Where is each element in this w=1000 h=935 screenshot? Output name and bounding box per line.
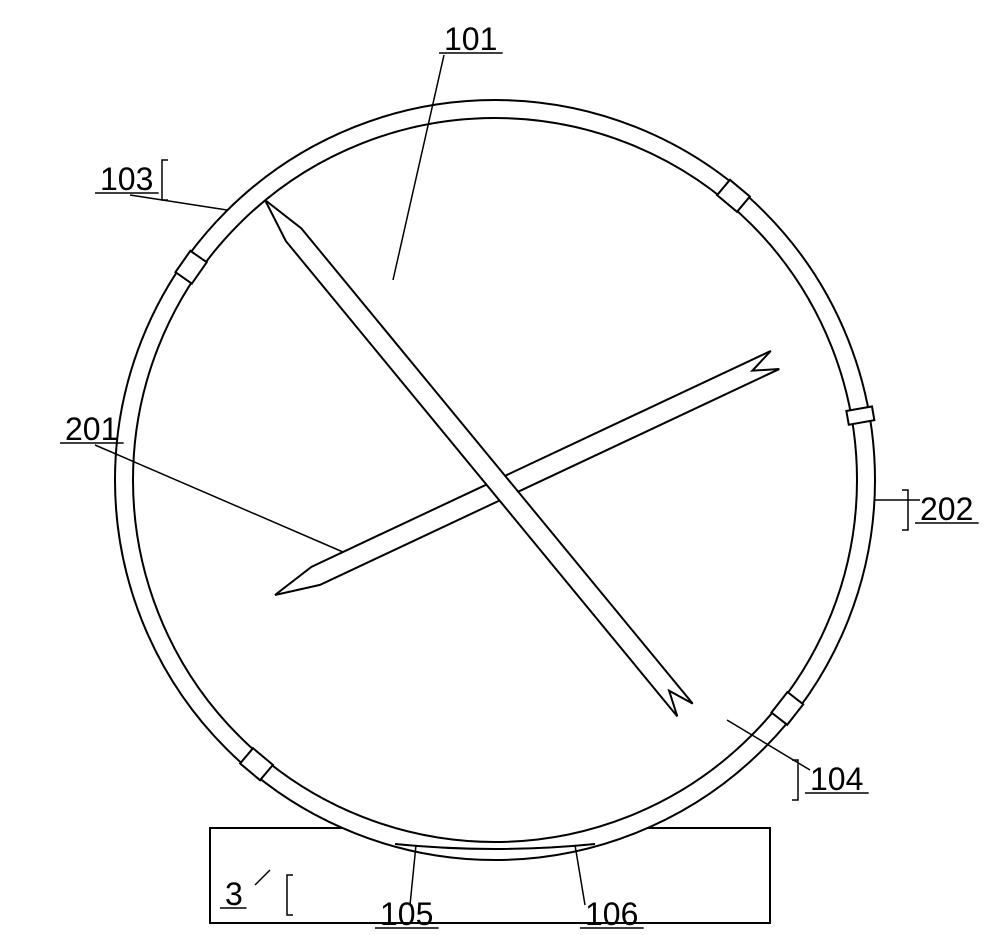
label-202: 202 (874, 490, 979, 530)
label-text-202: 202 (920, 491, 973, 527)
label-text-103: 103 (100, 161, 153, 197)
label-text-104: 104 (810, 761, 863, 797)
label-103: 103 (95, 160, 227, 210)
label-text-106: 106 (585, 896, 638, 932)
diagram-svg: 101 103 201 202 104 3 105 106 (0, 0, 1000, 935)
label-text-105: 105 (380, 896, 433, 932)
label-text-101: 101 (444, 21, 497, 57)
label-text-201: 201 (65, 411, 118, 447)
label-text-3: 3 (225, 876, 243, 912)
diagram-container: 101 103 201 202 104 3 105 106 (0, 0, 1000, 935)
